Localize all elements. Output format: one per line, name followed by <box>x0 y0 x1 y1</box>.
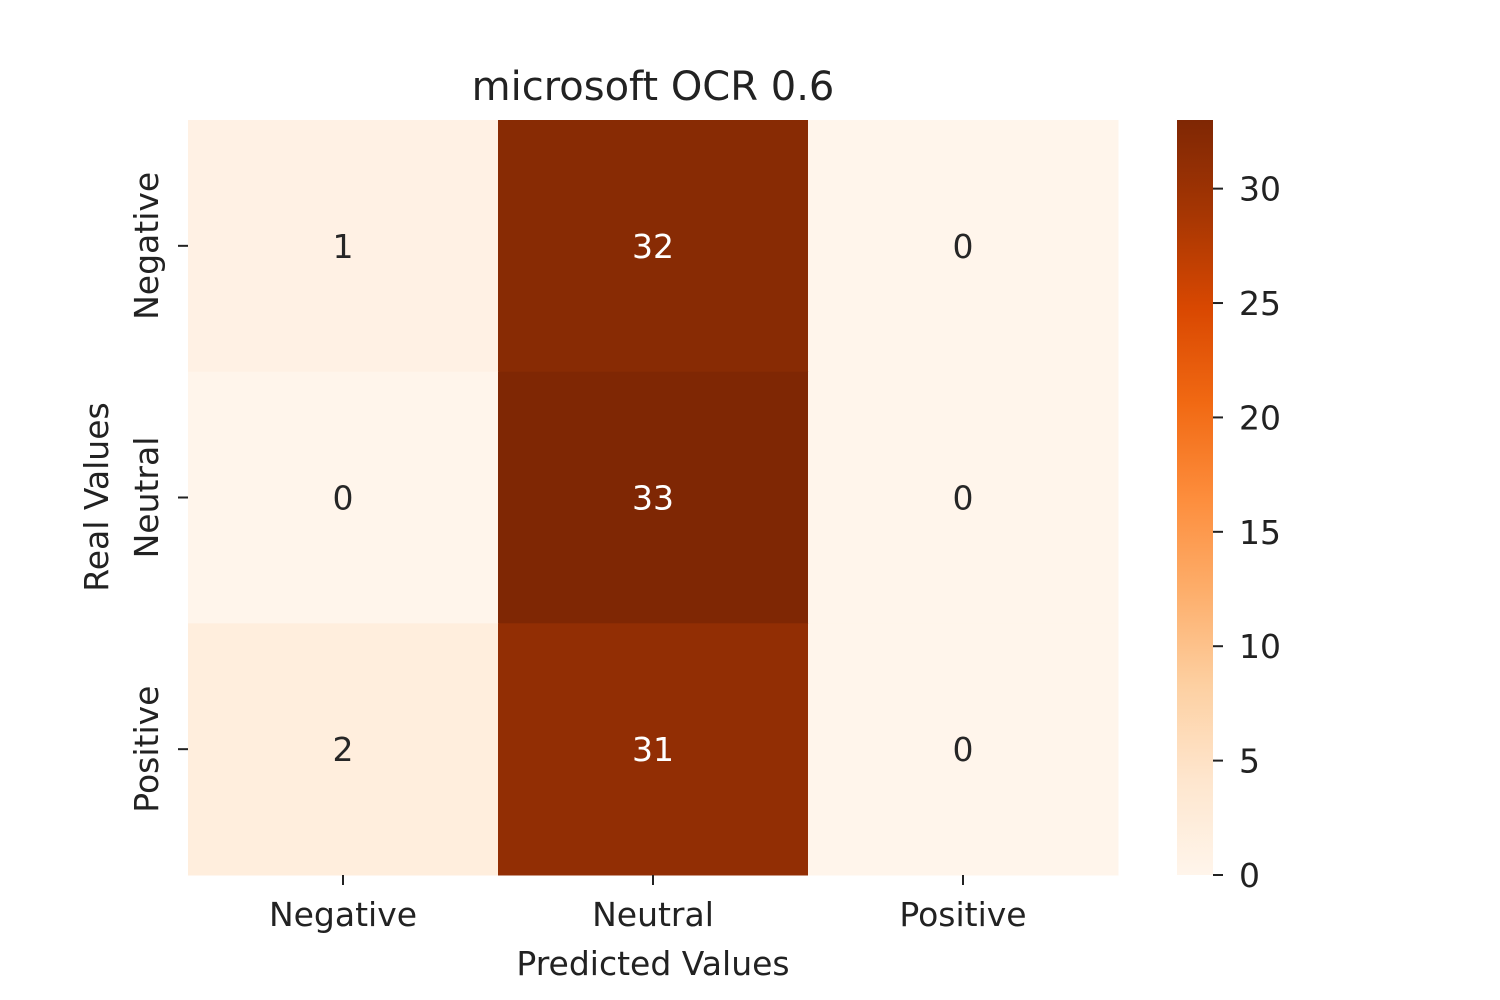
cell-value-label: 2 <box>333 730 354 769</box>
y-tick-label: Neutral <box>127 437 166 559</box>
cell-value-label: 33 <box>632 479 674 518</box>
heatmap-cell <box>188 623 499 876</box>
y-tick-label: Positive <box>127 686 166 813</box>
y-axis: Negative Neutral Positive <box>127 172 188 813</box>
x-axis-label: Predicted Values <box>516 944 789 983</box>
x-tick-label: Negative <box>269 895 417 934</box>
cell-value-label: 0 <box>333 479 354 518</box>
heatmap-cell <box>808 120 1119 373</box>
colorbar-tick-label: 0 <box>1239 856 1260 895</box>
colorbar-tick-label: 15 <box>1239 513 1281 552</box>
colorbar-tick-label: 5 <box>1239 742 1260 781</box>
cell-value-label: 0 <box>953 479 974 518</box>
cell-value-label: 32 <box>632 227 674 266</box>
y-axis-label: Real Values <box>77 402 116 591</box>
heatmap-cell <box>808 371 1119 624</box>
heatmap-cell-labels: 1 32 0 0 33 0 2 31 0 <box>333 227 974 769</box>
heatmap-cell <box>188 120 499 373</box>
heatmap-cells <box>188 120 1119 876</box>
colorbar-gradient <box>1177 120 1213 875</box>
y-tick-label: Negative <box>127 172 166 320</box>
heatmap-cell <box>498 120 809 373</box>
colorbar-tick-label: 10 <box>1239 627 1281 666</box>
colorbar <box>1177 120 1213 875</box>
x-axis: Negative Neutral Positive <box>269 875 1027 934</box>
cell-value-label: 0 <box>953 730 974 769</box>
heatmap-cell <box>188 371 499 624</box>
heatmap-cell <box>808 623 1119 876</box>
chart-title: microsoft OCR 0.6 <box>472 64 835 110</box>
colorbar-ticks: 0 5 10 15 20 25 30 <box>1213 170 1281 895</box>
cell-value-label: 1 <box>333 227 354 266</box>
x-tick-label: Positive <box>899 895 1026 934</box>
cell-value-label: 31 <box>632 730 674 769</box>
cell-value-label: 0 <box>953 227 974 266</box>
colorbar-tick-label: 25 <box>1239 284 1281 323</box>
colorbar-tick-label: 20 <box>1239 398 1281 437</box>
heatmap-cell <box>498 371 809 624</box>
x-tick-label: Neutral <box>592 895 714 934</box>
heatmap-cell <box>498 623 809 876</box>
colorbar-tick-label: 30 <box>1239 170 1281 209</box>
